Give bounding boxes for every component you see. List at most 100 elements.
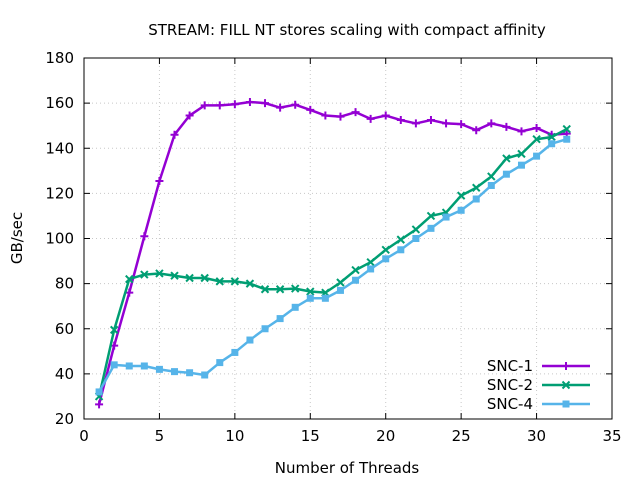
data-point (381, 111, 390, 120)
data-point (261, 325, 269, 333)
data-point (125, 274, 134, 284)
y-axis-label: GB/sec (8, 212, 26, 264)
data-point (426, 211, 436, 221)
data-point (290, 284, 300, 293)
data-point (185, 111, 194, 120)
data-point (155, 365, 163, 373)
data-point (352, 276, 360, 284)
data-point (456, 191, 466, 200)
data-point (427, 224, 435, 232)
data-point (562, 362, 570, 370)
y-tick-label: 60 (55, 320, 74, 338)
x-axis-label: Number of Threads (275, 459, 420, 477)
y-tick-label: 120 (45, 184, 74, 202)
data-point (215, 277, 224, 286)
y-tick-label: 20 (55, 410, 74, 428)
data-point (547, 132, 556, 142)
data-point (502, 154, 511, 163)
data-point (200, 101, 209, 110)
data-point (502, 170, 510, 178)
data-point (260, 285, 270, 294)
data-point (246, 336, 254, 344)
data-point (396, 235, 406, 244)
data-point (321, 294, 329, 302)
data-point (95, 400, 104, 409)
data-point (170, 271, 179, 280)
data-point (186, 369, 194, 377)
y-tick-label: 160 (45, 94, 74, 112)
data-point (230, 100, 239, 109)
data-point (276, 103, 285, 112)
data-point (185, 273, 194, 283)
data-point (140, 270, 149, 279)
data-point (487, 181, 495, 189)
x-tick-label: 35 (602, 427, 621, 445)
data-point (171, 368, 179, 376)
data-point (231, 348, 239, 356)
data-point (532, 135, 541, 144)
y-tick-label: 40 (55, 365, 74, 383)
data-point (276, 315, 284, 323)
y-tick-label: 140 (45, 139, 74, 157)
x-tick-label: 25 (452, 427, 471, 445)
data-point (561, 380, 571, 390)
data-point (245, 279, 255, 288)
data-point (472, 195, 480, 203)
data-point (261, 99, 270, 108)
data-point (517, 149, 526, 159)
series-snc-1 (95, 97, 571, 409)
y-tick-label: 180 (45, 49, 74, 67)
data-point (336, 286, 344, 294)
data-point (336, 112, 345, 121)
data-point (125, 288, 134, 297)
data-point (291, 303, 299, 311)
data-point (366, 257, 375, 267)
data-point (95, 388, 103, 396)
data-point (472, 183, 481, 192)
legend-label: SNC-1 (487, 357, 533, 375)
data-point (201, 371, 209, 379)
y-tick-label: 80 (55, 275, 74, 293)
data-point (381, 245, 390, 254)
data-point (457, 206, 465, 214)
data-point (275, 285, 285, 294)
data-point (487, 172, 496, 181)
data-point (230, 277, 240, 286)
series-line (97, 138, 568, 393)
data-point (517, 161, 525, 169)
data-point (366, 114, 375, 123)
data-point (306, 294, 314, 302)
data-point (397, 246, 405, 254)
data-point (336, 278, 345, 287)
series-snc-4 (95, 135, 571, 396)
data-point (442, 213, 450, 221)
series-snc-2 (94, 124, 571, 401)
data-point (396, 116, 405, 125)
data-point (412, 235, 420, 242)
x-tick-label: 30 (527, 427, 546, 445)
series-line (97, 100, 567, 405)
x-tick-label: 5 (155, 427, 165, 445)
data-point (306, 105, 315, 114)
data-point (291, 100, 300, 109)
data-point (502, 122, 511, 131)
data-point (155, 176, 164, 185)
y-tick-label: 100 (45, 230, 74, 248)
legend-label: SNC-2 (487, 376, 533, 394)
data-point (155, 269, 164, 278)
data-point (487, 119, 496, 128)
x-tick-label: 15 (301, 427, 320, 445)
series-lines (94, 97, 571, 409)
chart-title: STREAM: FILL NT stores scaling with comp… (148, 21, 546, 39)
data-point (562, 124, 571, 134)
data-point (216, 359, 224, 367)
data-point (245, 97, 254, 106)
data-point (548, 140, 556, 148)
data-point (411, 225, 421, 234)
data-point (351, 108, 360, 117)
data-point (110, 361, 118, 369)
data-point (125, 362, 133, 370)
